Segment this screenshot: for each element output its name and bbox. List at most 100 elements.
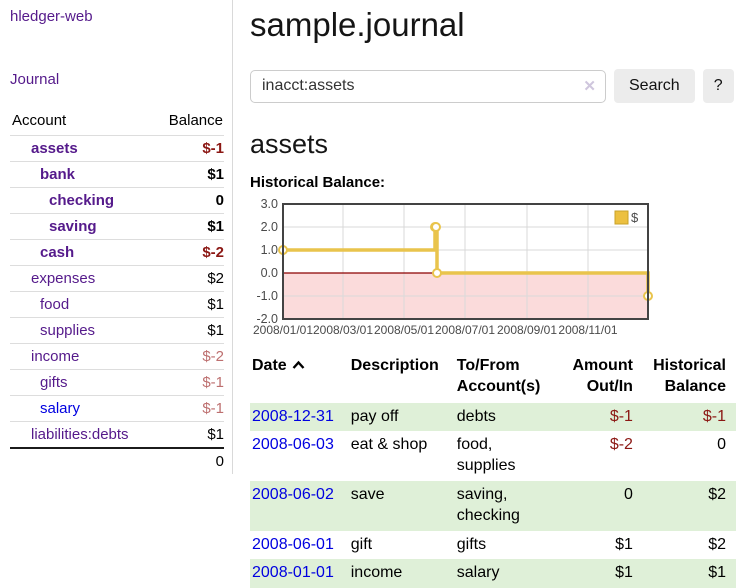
sidebar-item-journal[interactable]: Journal	[10, 71, 60, 88]
transaction-row: 2008-06-03 eat & shop food, supplies $-2 0	[250, 431, 736, 481]
account-cell: cash	[10, 239, 155, 266]
account-link[interactable]: checking	[49, 192, 115, 209]
register-table-body: 2008-12-31 pay off debts $-1 $-1 2008-06-03 ea…	[250, 402, 736, 588]
account-link[interactable]: liabilities:debts	[31, 426, 129, 443]
transaction-date-cell: 2008-06-01	[250, 531, 349, 560]
svg-text:-2.0: -2.0	[256, 312, 278, 326]
account-cell: saving	[10, 213, 155, 240]
transaction-description: gift	[350, 535, 373, 553]
transaction-accounts: saving, checking	[456, 485, 520, 524]
transaction-amount: $-1	[609, 407, 633, 425]
account-link[interactable]: food	[40, 296, 70, 313]
transaction-date-link[interactable]: 2008-12-31	[252, 407, 334, 425]
account-row: expenses $2	[10, 265, 224, 292]
transaction-description: pay off	[350, 407, 399, 425]
register-header-date[interactable]: Date	[250, 352, 349, 403]
account-link[interactable]: assets	[31, 140, 78, 157]
transaction-date-cell: 2008-01-01	[250, 559, 349, 588]
transaction-date-cell: 2008-12-31	[250, 403, 349, 432]
account-link[interactable]: cash	[40, 244, 75, 261]
sidebar: hledger-web Journal Account Balance asse…	[0, 0, 233, 474]
account-row: food $1	[10, 291, 224, 318]
svg-text:2008/11/01: 2008/11/01	[558, 323, 617, 337]
transaction-amount: 0	[624, 485, 633, 503]
account-cell: expenses	[10, 265, 155, 292]
account-heading: assets	[250, 129, 329, 159]
account-row: assets $-1	[10, 135, 224, 162]
transaction-amount: $-2	[609, 436, 633, 454]
account-link[interactable]: supplies	[40, 322, 96, 339]
search-help-button[interactable]: ?	[702, 69, 734, 103]
account-row: salary $-1	[10, 395, 224, 422]
account-balance: $-2	[154, 343, 224, 370]
account-row: supplies $1	[10, 317, 224, 344]
svg-text:2008/09/01: 2008/09/01	[497, 323, 557, 337]
transaction-row: 2008-12-31 pay off debts $-1 $-1	[250, 402, 736, 432]
transaction-balance: 0	[717, 436, 726, 454]
transaction-date-link[interactable]: 2008-01-01	[252, 564, 334, 582]
account-balance: $1	[154, 161, 224, 188]
app-title-link[interactable]: hledger-web	[10, 8, 93, 25]
svg-text:1.0: 1.0	[261, 243, 278, 257]
svg-text:2008/03/01: 2008/03/01	[313, 323, 373, 337]
account-balance: $1	[154, 317, 224, 344]
account-balance: $-1	[154, 395, 224, 422]
svg-text:2.0: 2.0	[261, 220, 278, 234]
account-link[interactable]: bank	[40, 166, 76, 183]
register-header-balance: Historical Balance	[653, 357, 726, 395]
svg-text:0.0: 0.0	[261, 266, 278, 280]
account-balance: $-1	[154, 135, 224, 162]
transaction-accounts: salary	[456, 564, 500, 582]
register-header-accounts: To/From Account(s)	[456, 357, 541, 395]
account-link[interactable]: gifts	[40, 374, 68, 391]
transaction-amount: $1	[615, 564, 633, 582]
accounts-total-spacer	[10, 447, 155, 474]
account-row: saving $1	[10, 213, 224, 240]
transaction-row: 2008-01-01 income salary $1 $1	[250, 559, 736, 588]
account-cell: gifts	[10, 369, 155, 396]
transaction-balance: $2	[708, 535, 726, 553]
transaction-amount: $1	[615, 535, 633, 553]
accounts-header-balance: Balance	[168, 112, 223, 129]
account-link[interactable]: salary	[40, 400, 81, 417]
transaction-balance: $1	[708, 564, 726, 582]
account-cell: salary	[10, 395, 155, 422]
svg-text:2008/05/01: 2008/05/01	[374, 323, 434, 337]
account-row: income $-2	[10, 343, 224, 370]
search-box: ✕	[250, 69, 606, 103]
account-balance: $2	[154, 265, 224, 292]
register-header-amount: Amount Out/In	[572, 357, 633, 395]
chart-title: Historical Balance:	[250, 174, 386, 191]
svg-text:3.0: 3.0	[261, 198, 278, 211]
account-balance: $1	[154, 291, 224, 318]
transaction-accounts: gifts	[456, 535, 487, 553]
account-cell: income	[10, 343, 155, 370]
accounts-table-body: assets $-1 bank $1 checking 0 saving $1 cash $-2 e…	[10, 135, 224, 448]
transaction-accounts: debts	[456, 407, 496, 425]
transaction-description: save	[350, 485, 385, 503]
sort-ascending-chevron-up-icon	[292, 360, 305, 369]
account-cell: bank	[10, 161, 155, 188]
search-button[interactable]: Search	[614, 69, 695, 103]
transaction-date-cell: 2008-06-03	[250, 431, 349, 481]
transaction-description: eat & shop	[350, 436, 428, 454]
accounts-header-account: Account	[12, 112, 67, 129]
transaction-date-link[interactable]: 2008-06-02	[252, 485, 334, 503]
account-cell: liabilities:debts	[10, 421, 155, 448]
transaction-date-link[interactable]: 2008-06-01	[252, 535, 334, 553]
account-balance: $-1	[154, 369, 224, 396]
svg-text:2008/01/01: 2008/01/01	[253, 323, 313, 337]
transaction-balance: $-1	[702, 407, 726, 425]
account-link[interactable]: expenses	[31, 270, 96, 287]
account-link[interactable]: saving	[49, 218, 97, 235]
account-link[interactable]: income	[31, 348, 80, 365]
register-header-row: Date Description To/From Account(s) Amou…	[250, 352, 736, 403]
clear-search-icon[interactable]: ✕	[583, 77, 596, 95]
register-header-description: Description	[350, 357, 439, 374]
transaction-date-cell: 2008-06-02	[250, 481, 349, 531]
transaction-date-link[interactable]: 2008-06-03	[252, 436, 334, 454]
search-input[interactable]	[250, 69, 606, 103]
search-bar: ✕ Search ?	[250, 69, 736, 103]
